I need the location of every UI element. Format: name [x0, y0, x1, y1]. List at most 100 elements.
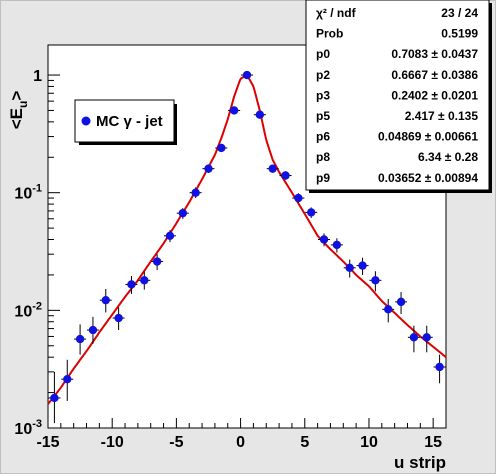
data-marker — [396, 297, 406, 307]
axes-group: -15 -10 -5 0 5 10 15 10-3 10-2 10-1 1 — [14, 68, 447, 451]
stats-box: χ² / ndf 23 / 24 Prob 0.5199 p0 0.7083 ± 0.04… — [305, 0, 492, 193]
data-marker — [409, 333, 419, 342]
data-point — [305, 207, 318, 218]
stats-row-value: 23 / 24 — [441, 6, 478, 20]
data-point — [407, 325, 420, 353]
legend-label: MC γ - jet — [96, 113, 163, 130]
stats-row-label: p8 — [316, 150, 330, 164]
stats-row-label: Prob — [316, 27, 343, 41]
stats-row-value: 0.04869 ± 0.00661 — [378, 130, 478, 144]
data-marker — [435, 362, 444, 372]
data-point — [369, 271, 382, 292]
data-marker — [422, 333, 431, 342]
data-point — [292, 193, 305, 203]
stats-row-value: 2.417 ± 0.135 — [405, 109, 479, 123]
data-point — [202, 164, 215, 174]
data-point — [151, 254, 164, 271]
data-point — [228, 106, 241, 115]
data-point — [163, 230, 176, 243]
data-marker — [294, 193, 303, 203]
data-marker — [88, 325, 98, 335]
stats-row-value: 0.7083 ± 0.0437 — [391, 47, 478, 61]
data-marker — [127, 280, 136, 289]
data-point — [138, 271, 151, 290]
data-point — [279, 171, 292, 180]
data-point — [176, 208, 189, 219]
data-point — [330, 238, 343, 253]
x-tick-label: 10 — [360, 434, 378, 451]
data-marker — [191, 188, 200, 197]
data-marker — [371, 276, 380, 285]
stats-row-value: 0.03652 ± 0.00894 — [378, 171, 478, 185]
data-marker — [332, 240, 342, 250]
stats-row-label: p0 — [316, 47, 330, 61]
data-point — [241, 70, 253, 80]
x-tick-label: -10 — [101, 434, 124, 451]
data-marker — [178, 208, 188, 218]
data-point — [343, 259, 356, 278]
data-point — [74, 324, 87, 355]
data-point — [266, 164, 279, 173]
x-axis-label: u strip — [394, 453, 446, 472]
y-tick-label: 1 — [33, 68, 42, 85]
x-tick-label: -5 — [169, 434, 183, 451]
data-marker — [242, 70, 252, 80]
data-point — [86, 316, 99, 344]
stats-row-label: p2 — [316, 68, 330, 82]
data-point — [395, 292, 408, 315]
data-marker — [268, 164, 277, 173]
data-marker — [345, 263, 354, 272]
data-marker — [114, 313, 123, 323]
x-tick-label: 5 — [300, 434, 309, 451]
data-marker — [101, 295, 110, 305]
data-point — [420, 325, 433, 353]
legend-marker — [81, 116, 91, 126]
legend: MC γ - jet — [74, 99, 177, 145]
data-marker — [140, 276, 149, 285]
x-tick-label: 0 — [236, 434, 245, 451]
data-point — [215, 143, 228, 153]
data-point — [112, 307, 125, 331]
stats-row-label: p9 — [316, 171, 330, 185]
data-point — [189, 187, 202, 199]
x-tick-label: 15 — [424, 434, 442, 451]
stats-row-label: p3 — [316, 88, 330, 102]
data-marker — [152, 257, 162, 266]
data-point — [382, 298, 395, 323]
data-marker — [75, 334, 85, 344]
stats-row-value: 0.6667 ± 0.0386 — [391, 68, 478, 82]
data-point — [48, 371, 61, 424]
data-marker — [165, 231, 175, 241]
y-tick-label: 10-1 — [14, 183, 42, 203]
data-marker — [217, 143, 226, 153]
data-point — [61, 359, 74, 401]
stats-row-value: 0.2402 ± 0.0201 — [391, 88, 478, 102]
data-point — [99, 288, 112, 313]
stats-row-label: p5 — [316, 109, 330, 123]
stats-row-value: 0.5199 — [441, 27, 478, 41]
data-marker — [306, 208, 316, 217]
data-marker — [255, 110, 265, 119]
x-tick-label: -15 — [36, 434, 59, 451]
data-marker — [50, 393, 59, 403]
stats-row-label: χ² / ndf — [316, 6, 357, 20]
data-points-group — [48, 70, 446, 424]
data-marker — [63, 374, 72, 384]
data-point — [433, 354, 446, 384]
stats-row-label: p6 — [316, 130, 330, 144]
y-axis-label: <Eu> — [7, 91, 30, 130]
data-marker — [384, 305, 393, 314]
y-tick-label: 10-2 — [14, 300, 42, 320]
data-marker — [204, 164, 213, 173]
stats-row-value: 6.34 ± 0.28 — [418, 150, 478, 164]
y-tick-label: 10-3 — [14, 418, 42, 438]
data-marker — [229, 106, 239, 115]
data-marker — [358, 261, 367, 270]
data-point — [318, 233, 331, 247]
data-point — [356, 257, 369, 275]
data-point — [125, 275, 138, 294]
data-marker — [319, 235, 329, 244]
data-marker — [281, 171, 290, 180]
svg-text:<Eu>: <Eu> — [7, 91, 30, 130]
